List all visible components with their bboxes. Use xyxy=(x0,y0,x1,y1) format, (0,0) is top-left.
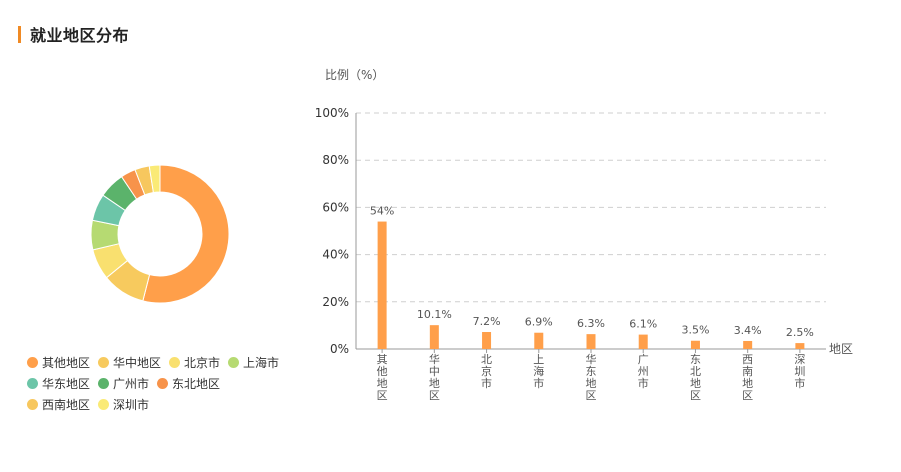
section-title: 就业地区分布 xyxy=(30,26,130,45)
bar[interactable] xyxy=(743,340,753,349)
donut-slice[interactable] xyxy=(148,164,161,194)
donut-legend: 其他地区 华中地区 北京市 上海市华东地区 广州市 东北地区西南地区 深圳市 xyxy=(27,352,317,415)
legend-color-dot xyxy=(169,357,181,368)
y-tick-label: 20% xyxy=(322,295,349,309)
x-tick-label: 深圳市 xyxy=(794,353,805,390)
bar[interactable] xyxy=(534,332,544,349)
legend-item[interactable]: 华中地区 xyxy=(98,354,161,371)
legend-color-dot xyxy=(27,357,38,368)
legend-label: 华中地区 xyxy=(113,356,162,370)
legend-label: 北京市 xyxy=(184,356,221,370)
bar[interactable] xyxy=(482,332,492,349)
legend-item[interactable]: 西南地区 xyxy=(27,396,90,413)
legend-color-dot xyxy=(98,399,110,410)
legend-item[interactable]: 华东地区 xyxy=(27,375,90,392)
y-tick-label: 0% xyxy=(330,342,349,356)
legend-label: 其他地区 xyxy=(42,356,91,370)
header-accent-bar xyxy=(18,25,21,43)
bar[interactable] xyxy=(377,221,387,349)
y-axis-title: 比例（%） xyxy=(325,68,384,82)
bar-data-label: 3.5% xyxy=(681,324,709,337)
bar[interactable] xyxy=(586,334,596,349)
x-tick-label: 华东地区 xyxy=(586,352,597,402)
x-tick-label: 上海市 xyxy=(533,353,544,390)
x-tick-label: 广州市 xyxy=(638,353,649,390)
bar[interactable] xyxy=(638,334,648,349)
legend-item[interactable]: 广州市 xyxy=(98,375,149,392)
legend-label: 西南地区 xyxy=(42,398,91,412)
bar-data-label: 6.9% xyxy=(525,316,553,329)
legend-color-dot xyxy=(228,357,240,368)
legend-label: 广州市 xyxy=(113,377,150,391)
legend-row: 西南地区 深圳市 xyxy=(27,394,317,415)
section-header: 就业地区分布 xyxy=(18,24,130,45)
bar[interactable] xyxy=(429,325,439,349)
legend-label: 深圳市 xyxy=(113,398,150,412)
legend-color-dot xyxy=(98,378,110,389)
bar[interactable] xyxy=(690,340,700,349)
bar-data-label: 10.1% xyxy=(417,308,452,321)
x-tick-label: 西南地区 xyxy=(742,353,753,402)
bar-data-label: 2.5% xyxy=(786,326,814,339)
legend-row: 华东地区 广州市 东北地区 xyxy=(27,373,317,394)
legend-color-dot xyxy=(27,378,38,389)
x-tick-label: 东北地区 xyxy=(690,353,701,402)
y-tick-label: 60% xyxy=(322,200,349,214)
x-axis-title: 地区 xyxy=(829,342,853,356)
bar-data-label: 3.4% xyxy=(734,324,762,337)
legend-item[interactable]: 东北地区 xyxy=(157,375,220,392)
bar-data-label: 7.2% xyxy=(473,315,501,328)
x-tick-label: 北京市 xyxy=(481,353,492,390)
legend-color-dot xyxy=(27,399,38,410)
legend-item[interactable]: 深圳市 xyxy=(98,396,149,413)
bar-data-label: 6.1% xyxy=(629,318,657,331)
legend-row: 其他地区 华中地区 北京市 上海市 xyxy=(27,352,317,373)
y-tick-label: 100% xyxy=(315,106,349,120)
legend-item[interactable]: 其他地区 xyxy=(27,354,90,371)
x-tick-label: 华中地区 xyxy=(429,352,440,402)
y-tick-label: 40% xyxy=(322,248,349,262)
bar[interactable] xyxy=(795,343,805,349)
legend-label: 华东地区 xyxy=(42,377,91,391)
bar-data-label: 54% xyxy=(370,205,394,218)
legend-color-dot xyxy=(98,357,110,368)
donut-chart xyxy=(90,164,230,304)
x-tick-label: 其他地区 xyxy=(377,353,388,402)
donut-slice[interactable] xyxy=(142,164,230,304)
legend-item[interactable]: 上海市 xyxy=(228,354,279,371)
legend-color-dot xyxy=(157,378,169,389)
bar-data-label: 6.3% xyxy=(577,317,605,330)
legend-label: 东北地区 xyxy=(172,377,221,391)
legend-label: 上海市 xyxy=(243,356,280,370)
y-tick-label: 80% xyxy=(322,153,349,167)
legend-item[interactable]: 北京市 xyxy=(169,354,220,371)
